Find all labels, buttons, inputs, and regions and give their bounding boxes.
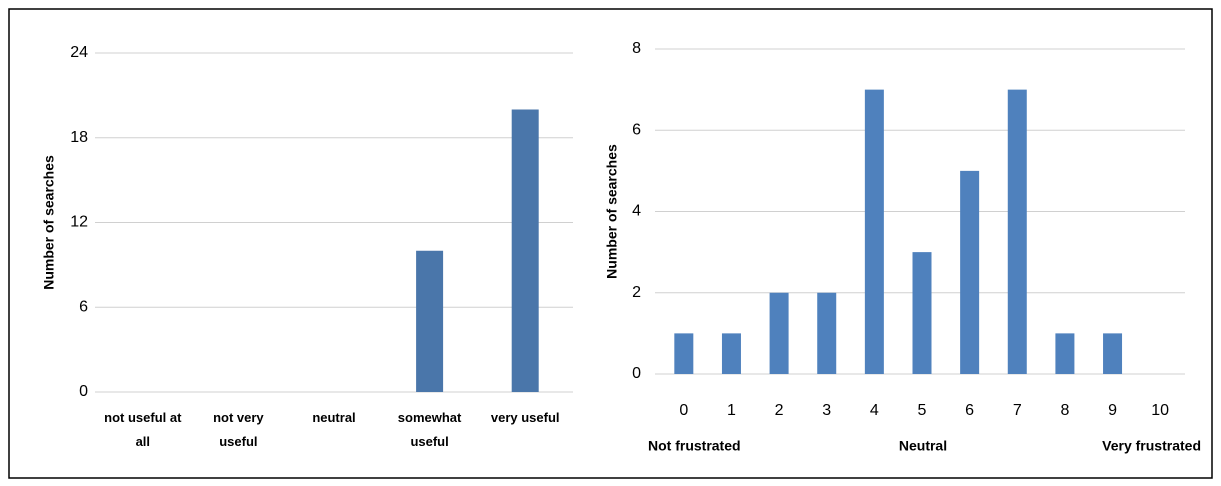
frame: [8, 8, 1213, 479]
x-tick-label: 9: [1108, 402, 1117, 419]
x-tick-label: 6: [965, 402, 974, 419]
bar: [416, 250, 444, 392]
x-tick-label: 8: [1060, 402, 1069, 419]
y-tick-label: 0: [79, 383, 88, 400]
bar: [1007, 89, 1027, 374]
annotation: Not frustrated: [648, 438, 741, 454]
x-tick-label: 5: [918, 402, 927, 419]
x-tick-label: 0: [679, 402, 688, 419]
x-tick-label-box: somewhat useful: [397, 410, 462, 449]
y-tick-label: 0: [632, 365, 641, 382]
bar: [674, 333, 694, 374]
x-tick-label: 2: [775, 402, 784, 419]
bar: [1055, 333, 1075, 374]
x-tick-label: very useful: [490, 410, 560, 425]
x-tick-label: not useful at all: [104, 410, 182, 449]
x-tick-label-box: not very useful: [213, 410, 264, 449]
x-tick-label-box: very useful: [490, 410, 560, 425]
bar: [960, 170, 980, 374]
x-tick-label: somewhat useful: [397, 410, 462, 449]
x-tick-label: 3: [822, 402, 831, 419]
bar: [721, 333, 741, 374]
x-tick-label: not very useful: [213, 410, 264, 449]
bar: [864, 89, 884, 374]
y-tick-label: 8: [632, 40, 641, 57]
bar: [817, 292, 837, 374]
x-tick-label: 7: [1013, 402, 1022, 419]
y-tick-label: 6: [79, 298, 88, 315]
x-tick-label: 1: [727, 402, 736, 419]
bar: [769, 292, 789, 374]
y-axis-title: Number of searches: [41, 155, 57, 290]
annotation: Very frustrated: [1102, 438, 1201, 454]
x-tick-label: 4: [870, 402, 879, 419]
bar: [511, 109, 539, 392]
x-tick-label-box: neutral: [312, 410, 356, 425]
bar: [912, 252, 932, 374]
y-axis-title: Number of searches: [604, 144, 620, 279]
y-tick-label: 6: [632, 121, 641, 138]
y-tick-label: 2: [632, 284, 641, 301]
x-tick-label: 10: [1151, 402, 1169, 419]
bar: [1103, 333, 1123, 374]
y-tick-label: 12: [70, 214, 88, 231]
y-tick-label: 24: [70, 44, 88, 61]
y-tick-label: 4: [632, 203, 641, 220]
x-tick-label: neutral: [312, 410, 356, 425]
x-tick-label-box: not useful at all: [104, 410, 182, 449]
annotation: Neutral: [899, 438, 947, 454]
y-tick-label: 18: [70, 129, 88, 146]
